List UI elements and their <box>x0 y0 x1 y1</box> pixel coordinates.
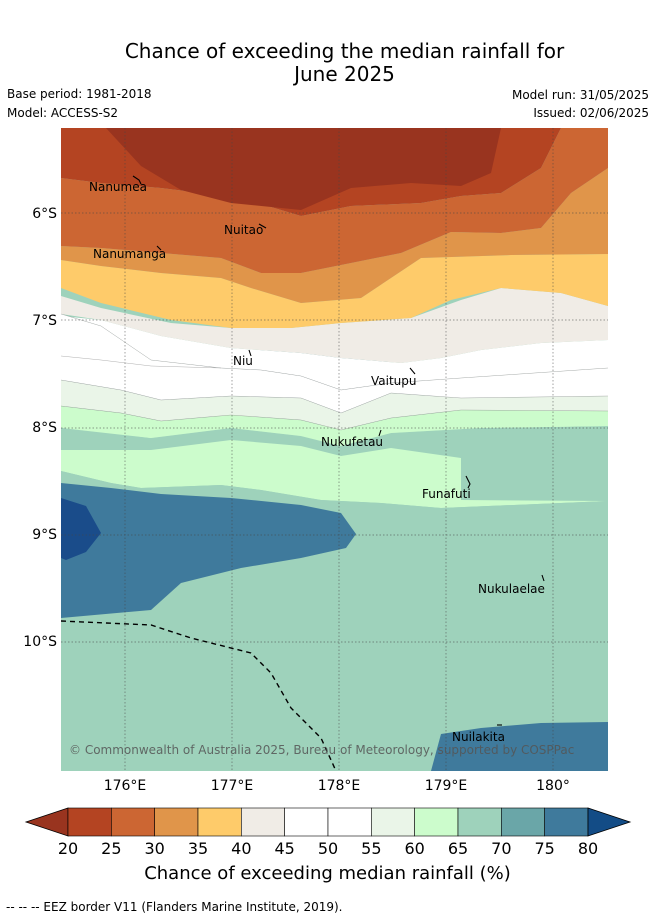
colorbar-segment <box>414 807 459 837</box>
colorbar-tick-label: 55 <box>361 839 382 858</box>
place-nanumanga: Nanumanga <box>93 247 167 261</box>
place-funafuti: Funafuti <box>422 487 471 501</box>
colorbar-tick-label: 25 <box>101 839 122 858</box>
colorbar-segment <box>154 807 199 837</box>
band-40-45 <box>61 288 608 363</box>
base-period: Base period: 1981-2018 <box>7 87 152 101</box>
colorbar-tick-label: 35 <box>187 839 209 858</box>
place-nuitao: Nuitao <box>224 223 264 237</box>
colorbar-segment <box>371 807 415 837</box>
colorbar-segment <box>327 807 372 837</box>
colorbar-segment <box>241 807 285 837</box>
place-niu: Niu <box>233 354 253 368</box>
model-run: Model run: 31/05/2025 <box>511 88 649 102</box>
colorbar <box>24 807 632 837</box>
colorbar-tick-label: 70 <box>491 839 512 858</box>
x-tick-176e: 176°E <box>103 778 147 794</box>
x-tick-177e: 177°E <box>210 778 254 794</box>
colorbar-tick-label: 20 <box>57 839 79 858</box>
y-tick-6s: 6°S <box>32 206 57 222</box>
y-tick-10s: 10°S <box>23 634 57 650</box>
band-75-80-south <box>431 722 608 771</box>
colorbar-segment <box>67 807 112 837</box>
graticule <box>61 128 608 771</box>
place-vaitupu: Vaitupu <box>371 374 417 388</box>
colorbar-segment <box>544 807 589 837</box>
place-nukulaelae: Nukulaelae <box>478 582 545 596</box>
eez-border <box>61 620 337 771</box>
rainfall-map <box>61 128 608 771</box>
band-55-60 <box>61 380 608 430</box>
band-50-55 <box>61 314 608 413</box>
colorbar-tick-label: 65 <box>447 839 469 858</box>
colorbar-tick-label: 30 <box>144 839 165 858</box>
band-65-70-strip <box>61 426 608 501</box>
band-under-20 <box>106 128 501 210</box>
band-25-30 <box>61 128 608 273</box>
colorbar-segment <box>197 807 242 837</box>
colorbar-tick-label: 60 <box>404 839 425 858</box>
band-35-40 <box>61 254 608 328</box>
issued-date: Issued: 02/06/2025 <box>533 106 649 120</box>
band-30-35 <box>61 168 608 303</box>
colorbar-over-arrow <box>587 807 632 837</box>
x-tick-179e: 179°E <box>424 778 468 794</box>
map-title: Chance of exceeding the median rainfall … <box>0 40 655 86</box>
colorbar-title: Chance of exceeding median rainfall (%) <box>144 863 511 884</box>
colorbar-segment <box>501 807 545 837</box>
colorbar-segment <box>457 807 502 837</box>
map-title-line1: Chance of exceeding the median rainfall … <box>124 39 565 63</box>
colorbar-segment <box>111 807 155 837</box>
colorbar-segment <box>284 807 329 837</box>
y-tick-7s: 7°S <box>32 313 57 329</box>
y-tick-8s: 8°S <box>32 420 57 436</box>
colorbar-tick-label: 50 <box>317 839 339 858</box>
colorbar-tick-label: 40 <box>231 839 252 858</box>
place-nanumea: Nanumea <box>89 180 147 194</box>
x-tick-180: 180° <box>536 778 570 794</box>
model-name: Model: ACCESS-S2 <box>7 106 119 120</box>
y-tick-9s: 9°S <box>32 527 57 543</box>
x-tick-178e: 178°E <box>317 778 361 794</box>
band-over-80 <box>61 498 101 560</box>
colorbar-tick-label: 80 <box>577 839 599 858</box>
colorbar-tick-label: 45 <box>274 839 295 858</box>
colorbar-tick-label: 75 <box>534 839 555 858</box>
place-nuilakita: Nuilakita <box>452 730 505 744</box>
copyright-notice: © Commonwealth of Australia 2025, Bureau… <box>69 743 575 757</box>
colorbar-under-arrow <box>24 807 69 837</box>
eez-footnote: -- -- -- EEZ border V11 (Flanders Marine… <box>6 900 343 914</box>
islands <box>132 175 545 726</box>
map-title-line2: June 2025 <box>294 62 395 86</box>
place-nukufetau: Nukufetau <box>321 435 384 449</box>
band-75-80 <box>61 483 356 618</box>
band-60-65-strip <box>61 406 608 446</box>
band-45-50 <box>61 314 608 390</box>
